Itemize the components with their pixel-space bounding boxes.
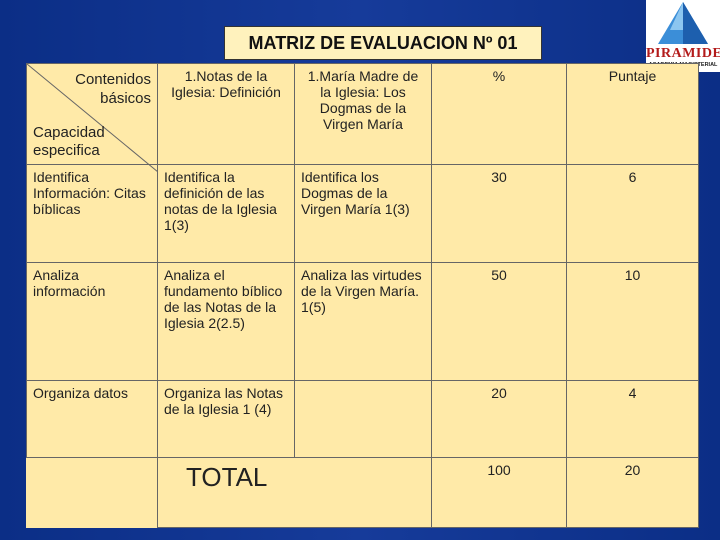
row-notas: Identifica la definición de las notas de… [157,164,295,263]
row-capacidad: Identifica Información: Citas bíblicas [26,164,158,263]
diagonal-line [27,64,158,172]
row-capacidad: Organiza datos [26,380,158,458]
total-puntaje: 20 [566,457,699,528]
table-row: Identifica Información: Citas bíblicas I… [26,164,699,263]
total-label: TOTAL [157,457,432,528]
total-row: TOTAL 100 20 [27,457,699,528]
row-maria: Identifica los Dogmas de la Virgen María… [294,164,432,263]
pyramid-icon [658,2,708,44]
row-puntaje: 6 [566,164,699,263]
row-puntaje: 10 [566,262,699,381]
header-puntaje: Puntaje [566,63,699,165]
logo-name: PIRAMIDE [646,46,720,61]
row-percent: 50 [431,262,567,381]
piramide-logo: PIRAMIDE ACADEMIA MAGISTERIAL [646,0,720,72]
header-percent: % [431,63,567,165]
row-percent: 20 [431,380,567,458]
table-row: Organiza datos Organiza las Notas de la … [26,380,699,458]
evaluation-matrix: Contenidos básicos Capacidad especifica … [26,63,699,528]
table-row: Analiza información Analiza el fundament… [26,262,699,381]
diagonal-header-cell: Contenidos básicos Capacidad especifica [26,63,158,172]
row-maria [294,380,432,458]
total-percent: 100 [431,457,567,528]
page-title: MATRIZ DE EVALUACION Nº 01 [224,26,542,60]
row-capacidad: Analiza información [26,262,158,381]
header-maria-madre: 1.María Madre de la Iglesia: Los Dogmas … [294,63,432,165]
row-notas: Organiza las Notas de la Iglesia 1 (4) [157,380,295,458]
row-maria: Analiza las virtudes de la Virgen María.… [294,262,432,381]
header-row: Contenidos básicos Capacidad especifica … [26,63,699,172]
header-notas-iglesia: 1.Notas de la Iglesia: Definición [157,63,295,165]
row-percent: 30 [431,164,567,263]
capacidad-label: Capacidad especifica [33,124,105,159]
title-text: MATRIZ DE EVALUACION Nº 01 [248,32,518,53]
total-spacer [27,458,158,528]
contenidos-label: Contenidos básicos [75,71,151,107]
row-puntaje: 4 [566,380,699,458]
row-notas: Analiza el fundamento bíblico de las Not… [157,262,295,381]
